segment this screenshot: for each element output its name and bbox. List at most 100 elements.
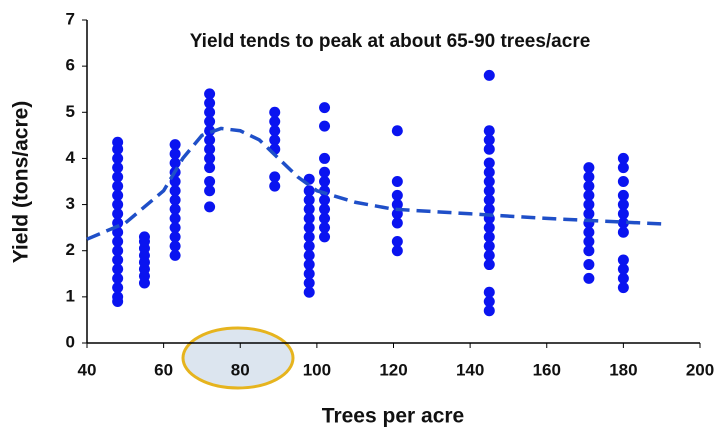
point	[617, 254, 629, 266]
point	[583, 189, 595, 201]
point	[204, 116, 216, 128]
point	[391, 125, 403, 137]
point	[169, 139, 181, 151]
point	[617, 263, 629, 275]
point	[391, 217, 403, 229]
point	[583, 226, 595, 238]
point	[583, 208, 595, 220]
point	[319, 152, 331, 164]
point	[617, 217, 629, 229]
point	[112, 245, 124, 257]
point	[169, 212, 181, 224]
y-axis-label: Yield (tons/acre)	[10, 101, 33, 264]
point	[169, 157, 181, 169]
point	[204, 88, 216, 100]
point	[112, 282, 124, 294]
point	[617, 282, 629, 294]
point	[112, 272, 124, 284]
point	[483, 194, 495, 206]
point	[204, 176, 216, 187]
point	[319, 222, 331, 234]
point	[319, 194, 331, 206]
point	[617, 152, 629, 164]
x-tick-label: 60	[154, 360, 173, 379]
point	[112, 254, 124, 266]
point	[303, 249, 315, 261]
point	[112, 189, 124, 201]
point	[169, 203, 181, 215]
point	[204, 97, 216, 109]
point	[483, 125, 495, 137]
point	[583, 162, 595, 174]
point	[391, 235, 403, 247]
point	[483, 295, 495, 307]
point	[483, 166, 495, 178]
point	[303, 212, 315, 224]
point	[583, 180, 595, 192]
point	[112, 235, 124, 247]
point	[583, 272, 595, 284]
point	[303, 277, 315, 289]
point	[303, 203, 315, 215]
point	[269, 180, 281, 192]
point	[319, 120, 331, 132]
point	[319, 166, 331, 178]
y-tick-label: 7	[66, 9, 75, 28]
y-tick-label: 0	[66, 332, 75, 351]
y-tick-label: 6	[66, 56, 75, 75]
point	[303, 259, 315, 271]
point	[319, 231, 331, 243]
point	[269, 134, 281, 146]
point	[269, 125, 281, 137]
point	[112, 136, 124, 148]
point	[617, 162, 629, 174]
point	[169, 240, 181, 252]
point	[617, 272, 629, 284]
point	[483, 157, 495, 169]
point	[169, 148, 181, 160]
point	[169, 185, 181, 197]
y-tick-label: 5	[66, 102, 75, 121]
point	[303, 268, 315, 280]
point	[303, 231, 315, 243]
point	[169, 231, 181, 243]
y-tick-label: 2	[66, 240, 75, 259]
annotation: Yield tends to peak at about 65-90 trees…	[190, 31, 591, 52]
x-tick-label: 100	[303, 360, 331, 379]
point	[483, 143, 495, 155]
point	[483, 203, 495, 215]
point	[583, 171, 595, 183]
point	[138, 231, 150, 243]
point	[583, 199, 595, 211]
point	[303, 194, 315, 206]
point	[269, 106, 281, 118]
point	[583, 259, 595, 271]
point	[112, 226, 124, 238]
point	[483, 305, 495, 317]
y-tick-label: 1	[66, 286, 75, 305]
point	[204, 201, 216, 213]
point	[112, 171, 124, 183]
point	[617, 226, 629, 238]
point	[483, 249, 495, 261]
y-tick-label: 4	[66, 148, 76, 167]
point	[391, 189, 403, 201]
point	[483, 231, 495, 243]
point	[303, 222, 315, 234]
x-tick-label: 40	[78, 360, 97, 379]
point	[617, 199, 629, 211]
point	[269, 171, 281, 183]
point	[483, 259, 495, 271]
point	[169, 249, 181, 261]
point	[391, 176, 403, 187]
point	[319, 212, 331, 224]
point	[319, 203, 331, 215]
point	[303, 185, 315, 197]
point	[483, 69, 495, 81]
point	[319, 102, 331, 114]
x-tick-label: 80	[231, 360, 250, 379]
point	[483, 222, 495, 234]
point	[112, 162, 124, 174]
point	[583, 245, 595, 257]
